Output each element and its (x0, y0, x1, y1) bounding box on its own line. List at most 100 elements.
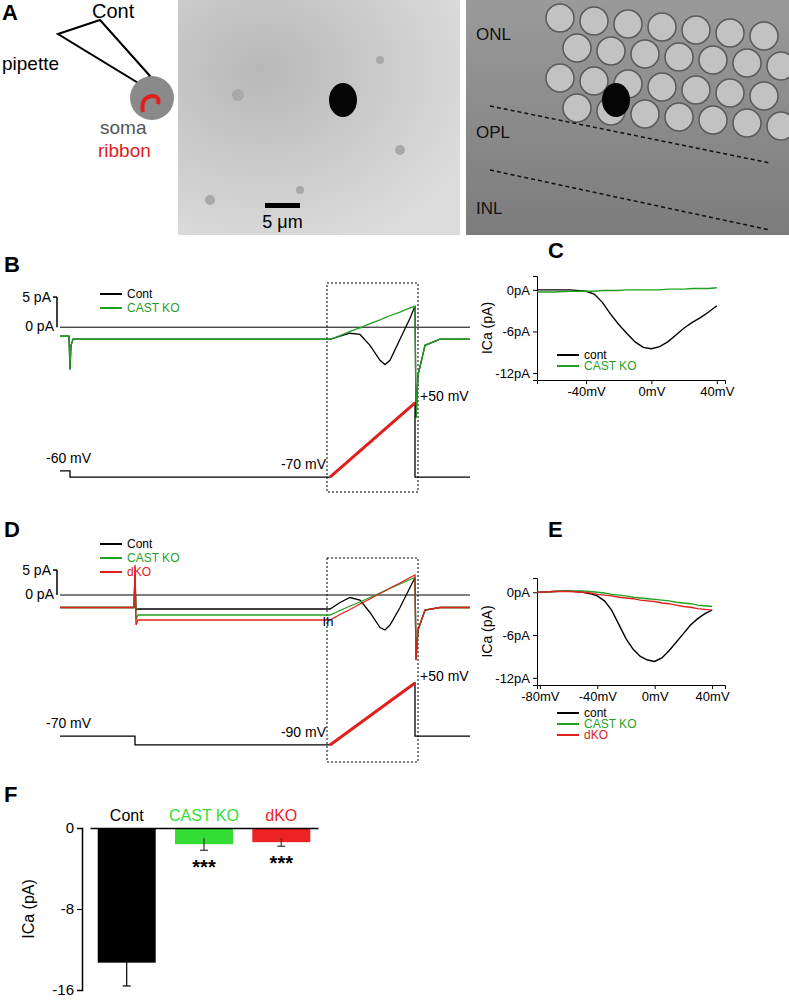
filled-cell (602, 83, 630, 117)
error-cap (277, 846, 285, 847)
iv-curve (537, 288, 717, 292)
micrograph (466, 0, 789, 235)
panel-a: Contpipettesomaribbon5 μmONLOPLINL (2, 0, 789, 235)
cell-outline (580, 67, 608, 95)
plot-area (60, 565, 470, 745)
cell-outline (580, 7, 608, 35)
cell-outline (716, 79, 744, 107)
cell-outline (767, 112, 789, 140)
error-bar (200, 838, 208, 850)
cell-outline (733, 49, 761, 77)
voltage-ramp (330, 683, 415, 745)
cell-outline (546, 64, 574, 92)
layer-boundary (490, 170, 770, 230)
plot-area (98, 828, 311, 986)
significance: *** (192, 856, 216, 878)
cell-outline (767, 52, 789, 80)
x-axis: -40mV 0mV 40mV (538, 380, 735, 399)
tick-mark (533, 331, 537, 332)
speckle (395, 145, 405, 155)
ribbon-shape (142, 96, 158, 112)
panel-letter: B (4, 252, 20, 277)
y-tick: -12pA (495, 366, 537, 381)
soma-shape (130, 76, 174, 120)
x-tick: Cont (110, 807, 144, 824)
legend-swatch (100, 543, 122, 545)
error-whisker (281, 838, 282, 846)
zero-label: 0 pA (25, 586, 54, 602)
x-axis-line (91, 828, 319, 830)
tick-label: 0mV (639, 384, 666, 399)
category-label: CAST KO (169, 807, 239, 824)
zero-label: 0 pA (25, 318, 54, 334)
current-trace (60, 306, 470, 418)
scale-bar (56, 297, 58, 327)
tick-label: -6pA (503, 628, 531, 643)
tick-mark (533, 592, 537, 593)
y-tick: 0 (66, 819, 82, 836)
cell-outline (682, 76, 710, 104)
legend-label: dKO (584, 728, 608, 742)
x-tick: -80mV (521, 685, 560, 704)
schematic-label: Cont (92, 0, 135, 22)
tick-mark (533, 373, 537, 374)
voltage-ramp (330, 403, 415, 477)
y-axis: 0pA -6pA -12pA (495, 579, 537, 686)
tick-mark (533, 635, 537, 636)
y-axis: 0pA-6pA-12pA (495, 277, 537, 381)
iv-curve (537, 290, 717, 349)
tick-label: -12pA (495, 671, 530, 686)
scale-bar (56, 570, 58, 595)
cell-outline (733, 109, 761, 137)
bar-panel: 0-8-16ICa (pA)ContCAST KOdKO****** (20, 807, 319, 998)
legend: contCAST KO (557, 348, 636, 373)
legend-label: Cont (127, 537, 153, 551)
voltage-protocol (60, 683, 470, 745)
legend-swatch (100, 557, 122, 559)
error-bar (123, 939, 131, 986)
legend: contCAST KOdKO (557, 706, 636, 742)
x-tick: 40mV (700, 380, 734, 399)
layer-label: OPL (476, 123, 510, 142)
tick-label: 0mV (642, 689, 669, 704)
legend-swatch (557, 723, 579, 725)
legend-swatch (100, 293, 122, 295)
figure: ABCDEFContpipettesomaribbon5 μmONLOPLINL… (0, 0, 789, 1003)
y-tick: 0pA (507, 283, 537, 298)
pipette-shape (58, 20, 150, 84)
y-tick: -12pA (495, 671, 537, 686)
current-trace (60, 575, 470, 660)
cell-outline (614, 10, 642, 38)
tick-label: -80mV (521, 689, 560, 704)
x-tick: -40mV (567, 380, 606, 399)
panel-letter: C (548, 238, 564, 263)
trace-panel: 0 pA5 pA-70 mV-90 mV+50 mVIh (22, 558, 470, 762)
voltage-label: -60 mV (46, 450, 92, 466)
current-trace (60, 565, 470, 660)
x-tick: dKO (265, 807, 297, 824)
x-tick: 0mV (639, 380, 666, 399)
legend-swatch (100, 307, 122, 309)
x-tick: -40mV (579, 685, 618, 704)
error-cap (123, 985, 131, 986)
y-axis-line (533, 579, 538, 686)
y-axis-title: ICa (pA) (20, 879, 37, 939)
layer-boundary (490, 106, 770, 163)
iv-panel: -40mV0mV40mV0pA-6pA-12pAICa (pA) (479, 277, 735, 400)
cell-outline (648, 13, 676, 41)
tick-mark (533, 290, 537, 291)
category-label: Cont (110, 807, 144, 824)
trace-panel: 0 pA5 pA-60 mV-70 mV+50 mV (22, 283, 470, 492)
error-bar (277, 838, 285, 846)
iv-curve (537, 592, 712, 611)
ramp-box (327, 283, 418, 492)
zero-line (60, 327, 470, 328)
speckle (232, 89, 244, 101)
tick-label: 40mV (700, 384, 734, 399)
tick-label: -16 (52, 981, 74, 998)
x-axis: Cont CAST KO dKO (91, 807, 319, 829)
panel-letter: A (2, 0, 18, 25)
tick-label: 0pA (507, 585, 530, 600)
voltage-label: +50 mV (420, 668, 469, 684)
legend-swatch (100, 571, 122, 573)
